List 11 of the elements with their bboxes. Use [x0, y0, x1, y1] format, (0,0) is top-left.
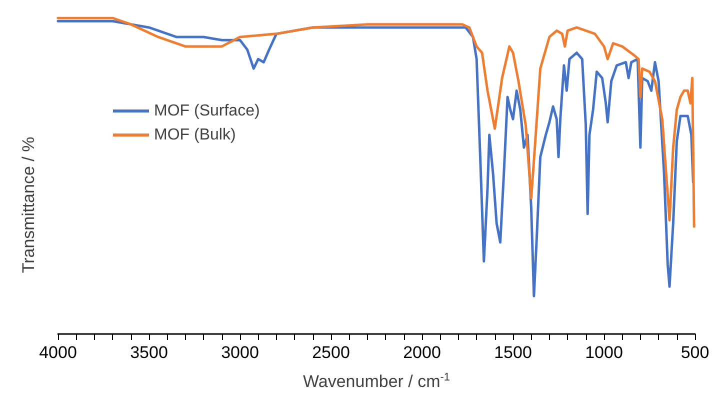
x-tick-label: 4000 — [39, 343, 77, 362]
x-tick-label: 500 — [680, 343, 710, 362]
x-tick-label: 2000 — [403, 343, 441, 362]
x-tick-label: 3500 — [130, 343, 168, 362]
x-tick-label: 1500 — [494, 343, 532, 362]
x-tick-label: 2500 — [312, 343, 350, 362]
legend-label: MOF (Bulk) — [154, 126, 236, 144]
legend-label: MOF (Surface) — [154, 102, 260, 120]
x-tick-label: 3000 — [221, 343, 259, 362]
y-axis-title: Transmittance / % — [19, 136, 38, 274]
x-tick-label: 1000 — [585, 343, 623, 362]
